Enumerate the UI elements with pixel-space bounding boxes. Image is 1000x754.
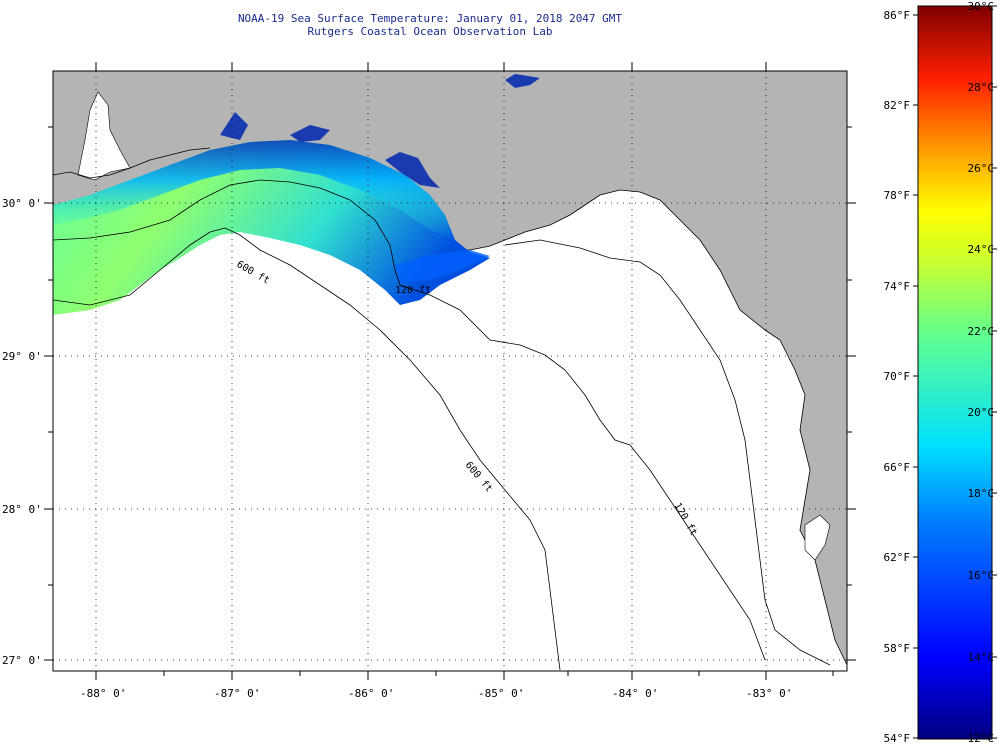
map-subtitle: Rutgers Coastal Ocean Observation Lab [307,25,553,38]
colorbar-f-54: 54°F [884,732,911,745]
grid [53,71,847,671]
colorbar-c-22: 22°C [968,325,995,338]
colorbar-f-86: 86°F [884,9,911,22]
colorbar-c-30: 30°C [968,0,995,13]
colorbar-f-70: 70°F [884,370,911,383]
colorbar-f-62: 62°F [884,551,911,564]
sst-cool-patch [395,250,490,282]
lat-label-27: 27° 0' [2,654,42,667]
lat-label-30: 30° 0' [2,197,42,210]
map-title: NOAA-19 Sea Surface Temperature: January… [237,12,623,25]
map-frame [52,70,848,672]
colorbar-c-16: 16°C [968,569,995,582]
colorbar-c-24: 24°C [968,243,995,256]
colorbar-c-28: 28°C [968,81,995,94]
sst-bay-patch [290,125,330,142]
lat-label-28: 28° 0' [2,503,42,516]
contour-shelf-east [504,239,831,666]
colorbar-c-26: 26°C [968,162,995,175]
colorbar-c-18: 18°C [968,487,995,500]
lon-label-88: -88° 0' [80,687,126,700]
colorbar [917,5,993,740]
lon-label-84: -84° 0' [612,687,658,700]
sst-bay-patch-2 [220,112,248,140]
lon-label-86: -86° 0' [348,687,394,700]
colorbar-f-74: 74°F [884,280,911,293]
lat-label-29: 29° 0' [2,350,42,363]
colorbar-c-12: 12°C [968,732,995,745]
colorbar-f-66: 66°F [884,461,911,474]
colorbar-c-20: 20°C [968,406,995,419]
contour-120ft [53,179,766,661]
sst-inland-patch [505,74,540,88]
contour-600ft [53,227,561,671]
sst-nearshore [53,140,455,240]
axis-ticks [44,62,856,680]
colorbar-c-14: 14°C [968,651,995,664]
coastline [53,147,211,179]
lon-label-85: -85° 0' [478,687,524,700]
contour-label-120: 120 ft [395,285,431,296]
bay-area [77,91,131,181]
sst-inlet-patch [385,152,440,188]
lon-label-87: -87° 0' [214,687,260,700]
colorbar-f-58: 58°F [884,642,911,655]
lon-label-83: -83° 0' [746,687,792,700]
colorbar-ticks [913,5,997,739]
tampa-bay [804,514,831,561]
colorbar-f-78: 78°F [884,189,911,202]
colorbar-f-82: 82°F [884,99,911,112]
